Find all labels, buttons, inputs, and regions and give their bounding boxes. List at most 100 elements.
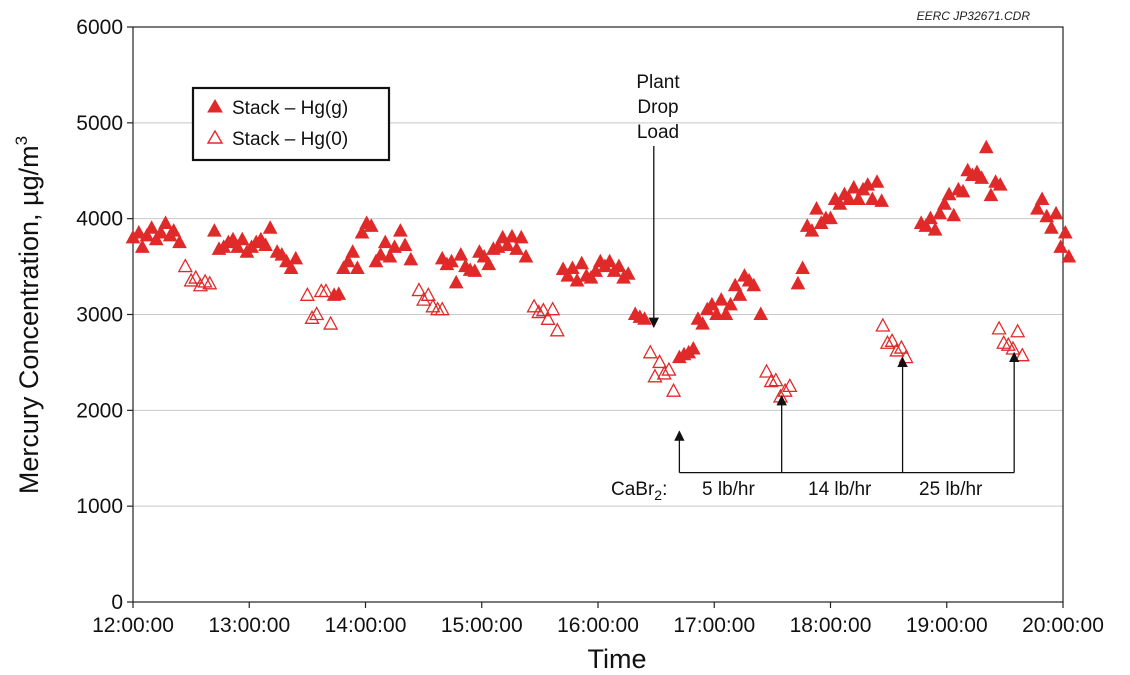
point-hg-0 [313, 283, 329, 298]
point-hg-g [851, 191, 866, 205]
point-hg-g [134, 239, 150, 253]
cabr2-label-sub: 2 [654, 487, 662, 503]
rate-25-label: 25 lb/hr [919, 479, 983, 500]
point-hg-g [795, 260, 810, 274]
point-hg-g [753, 306, 769, 320]
legend-marker-hg-g [207, 99, 223, 113]
point-hg-g [732, 287, 748, 301]
point-hg-g [387, 239, 402, 253]
point-hg-0 [545, 301, 561, 316]
rate-14-label: 14 lb/hr [808, 479, 872, 500]
point-hg-g [513, 229, 529, 244]
point-hg-g [499, 237, 515, 251]
point-hg-g [946, 207, 962, 222]
point-hg-g [283, 260, 299, 274]
point-hg-g [746, 277, 762, 292]
y-tick-label: 1000 [76, 495, 123, 518]
legend-box [191, 86, 391, 162]
x-tick-label: 17:00:00 [673, 614, 755, 637]
plant-drop-line-3: Load [637, 122, 679, 143]
point-hg-0 [893, 339, 910, 354]
x-tick-label: 12:00:00 [92, 614, 174, 637]
point-hg-g [288, 250, 304, 265]
cabr2-annotation: CaBr2: 5 lb/hr 14 lb/hr 25 lb/hr [611, 351, 1020, 503]
point-hg-g [611, 258, 627, 273]
point-hg-g [354, 224, 370, 239]
y-axis-title: Mercury Concentration, µg/m3 [12, 136, 44, 494]
cabr2-label: CaBr2: [611, 479, 667, 503]
point-hg-g [377, 234, 393, 249]
x-tick-label: 14:00:00 [325, 614, 407, 637]
point-hg-g [373, 247, 388, 261]
y-tick-label: 4000 [76, 208, 123, 231]
point-hg-g [495, 229, 511, 244]
point-hg-g [869, 174, 885, 188]
point-hg-g [1044, 220, 1059, 234]
point-hg-g [230, 239, 245, 253]
point-hg-0 [656, 365, 672, 380]
point-hg-g [809, 201, 824, 215]
point-hg-0 [192, 277, 209, 292]
point-hg-0 [884, 332, 900, 347]
y-axis: 0 1000 2000 3000 4000 5000 6000 [76, 16, 133, 614]
point-hg-0 [665, 382, 682, 397]
point-hg-0 [318, 283, 334, 298]
point-hg-0 [991, 320, 1007, 335]
point-hg-g [1061, 248, 1077, 263]
x-tick-label: 20:00:00 [1022, 614, 1104, 637]
point-hg-g [172, 234, 187, 249]
point-hg-g [865, 191, 880, 205]
point-hg-g [139, 227, 155, 242]
point-hg-g [397, 237, 413, 251]
point-hg-g [727, 277, 743, 292]
point-hg-0 [183, 272, 199, 287]
point-hg-g [509, 241, 524, 255]
point-hg-g [225, 231, 241, 246]
point-hg-g [790, 275, 806, 290]
point-hg-g [368, 253, 384, 268]
x-axis: 12:00:00 13:00:00 14:00:00 15:00:00 16:00:00… [92, 602, 1104, 637]
legend: Stack – Hg(g) Stack – Hg(0) [191, 86, 391, 162]
point-hg-0 [188, 269, 204, 284]
point-hg-g [1034, 191, 1050, 205]
point-hg-g [476, 248, 492, 263]
legend-marker-hg-0 [206, 129, 224, 144]
point-hg-g [144, 220, 159, 234]
point-hg-g [207, 223, 222, 237]
point-hg-0 [416, 291, 432, 306]
point-hg-g [918, 218, 934, 232]
point-hg-0 [304, 309, 320, 324]
y-axis-title-main: Mercury Concentration, µg/m [14, 145, 44, 494]
point-hg-g [718, 306, 734, 320]
point-hg-0 [535, 302, 551, 317]
point-hg-g [382, 248, 398, 263]
y-tick-label: 0 [111, 591, 123, 614]
point-hg-g [955, 183, 971, 198]
point-hg-0 [875, 317, 891, 332]
point-hg-g [444, 253, 459, 268]
point-hg-0 [177, 258, 193, 273]
point-hg-0 [889, 342, 905, 357]
point-hg-0 [879, 334, 896, 349]
point-hg-0 [309, 306, 325, 321]
y-tick-label: 5000 [76, 112, 123, 135]
point-hg-0 [197, 273, 213, 288]
point-hg-0 [768, 372, 784, 387]
y-tick-label: 2000 [76, 399, 123, 422]
point-hg-0 [540, 310, 556, 325]
rate-5-label: 5 lb/hr [702, 479, 755, 500]
point-hg-0 [420, 286, 436, 301]
point-hg-g [846, 179, 862, 194]
point-hg-0 [642, 344, 658, 359]
point-hg-0 [652, 354, 668, 369]
point-hg-g [518, 248, 534, 263]
x-tick-label: 16:00:00 [557, 614, 639, 637]
point-hg-g [937, 196, 952, 210]
point-hg-g [927, 222, 943, 236]
point-hg-g [841, 191, 857, 205]
point-hg-g [481, 256, 497, 271]
point-hg-g [345, 244, 361, 258]
point-hg-g [153, 224, 169, 239]
point-hg-g [602, 253, 617, 268]
point-hg-g [1048, 205, 1064, 220]
